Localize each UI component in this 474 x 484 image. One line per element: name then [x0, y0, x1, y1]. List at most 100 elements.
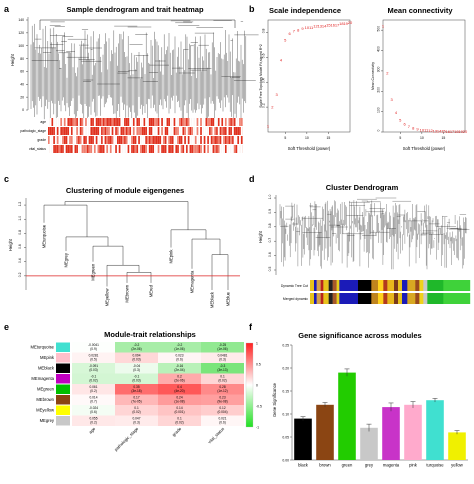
y-tick-label: 0.10	[282, 412, 289, 416]
module-color-segment	[358, 280, 372, 291]
data-point: 10	[305, 25, 310, 30]
panel-a-ytick: 0	[22, 108, 24, 112]
heatmap-cell-pvalue: (0.02)	[132, 410, 140, 414]
data-point: 15	[326, 22, 331, 27]
panel-f: Gene significance across modules Gene Si…	[272, 331, 468, 468]
heatmap-cell-value: -0.1	[134, 375, 140, 379]
color-row-label: Dynamic Tree Cut	[281, 284, 308, 288]
heatmap-cell	[72, 352, 115, 363]
leaf-label: MEred	[149, 284, 154, 297]
heatmap-cell-pvalue: (4e-20)	[174, 389, 184, 393]
heatmap-cell-value: 0.12	[219, 406, 225, 410]
data-point: 15	[441, 129, 446, 134]
panel-label-c: c	[4, 174, 9, 184]
panel-c: Clustering of module eigengenes Height 0…	[8, 186, 240, 308]
heatmap-cell	[158, 363, 201, 374]
heatmap-cell	[158, 384, 201, 395]
color-scale-tick: -1	[256, 426, 259, 430]
trait-label: vital_status	[29, 147, 46, 151]
module-color-segment	[310, 293, 315, 304]
color-scale-tick: -0.5	[256, 405, 262, 409]
module-color-segment	[427, 280, 444, 291]
y-tick-label: 0.9	[268, 209, 272, 214]
panel-label-e: e	[4, 322, 9, 332]
heatmap-col-label: grade	[171, 426, 183, 438]
module-color-segment	[398, 280, 403, 291]
heatmap-row-label: MEmagenta	[31, 376, 54, 381]
module-color-segment	[419, 280, 424, 291]
y-tick-label: 0.5	[268, 267, 272, 272]
data-point: 16	[331, 22, 336, 27]
module-color-segment	[320, 280, 324, 291]
heatmap-cell-pvalue: (0.03)	[132, 379, 140, 383]
heatmap-cell-pvalue: (0.9)	[90, 347, 97, 351]
data-point: 14	[322, 24, 327, 29]
heatmap-cell-value: -0.3	[220, 364, 226, 368]
heatmap-cell-value: -0.2	[134, 343, 140, 347]
panel-a-ytick: 40	[20, 82, 24, 86]
heatmap-cell	[72, 405, 115, 416]
heatmap-row-label: MEgrey	[40, 418, 55, 423]
module-color-segment	[378, 280, 384, 291]
data-point: 13	[433, 128, 438, 133]
heatmap-cell	[158, 352, 201, 363]
data-point: 8	[412, 125, 415, 130]
module-color-segment	[316, 280, 321, 291]
module-color-segment	[371, 280, 379, 291]
panel-b1-ylabel: Scale Free Topology Model Fit,signed R^2	[259, 44, 263, 108]
module-color-segment	[427, 293, 444, 304]
heatmap-col-label: age	[88, 426, 97, 435]
heatmap-cell-value: 0.0281	[89, 354, 99, 358]
heatmap-cell	[72, 373, 115, 384]
panel-a-title: Sample dendrogram and trait heatmap	[66, 5, 204, 14]
data-point: 9	[416, 126, 419, 131]
x-tick-label: 5	[284, 136, 286, 140]
module-color-segment	[316, 293, 321, 304]
data-point: 17	[335, 22, 340, 27]
panel-d: Cluster Dendrogram Height 0.5 0.6 0.7 0.8 0.…	[258, 183, 471, 304]
heatmap-cell	[115, 384, 158, 395]
data-point: 2	[386, 70, 389, 75]
panel-a-ytick: 60	[20, 70, 24, 74]
module-color-swatch	[56, 342, 70, 352]
data-point: 19	[458, 129, 463, 134]
panel-b2-xlabel: Soft Threshold (power)	[403, 146, 446, 151]
bar	[426, 400, 444, 460]
y-tick-label: 0	[377, 129, 381, 131]
heatmap-row-label: MEblack	[38, 366, 55, 371]
leaf-label: MEblue	[226, 291, 231, 306]
heatmap-cell	[72, 415, 115, 426]
data-point: 14	[437, 128, 442, 133]
module-color-segment	[358, 293, 372, 304]
data-point: 16	[446, 129, 451, 134]
module-color-segment	[336, 280, 340, 291]
heatmap-cell	[158, 405, 201, 416]
module-color-segment	[332, 280, 337, 291]
x-tick-label: 10	[420, 136, 424, 140]
module-color-segment	[336, 293, 340, 304]
heatmap-cell-value: -0.091	[89, 364, 98, 368]
heatmap-row-label: MEgreen	[37, 387, 55, 392]
leaf-label: MEbrown	[125, 284, 130, 302]
y-tick-label: 100	[377, 107, 381, 113]
module-color-segment	[419, 293, 424, 304]
color-scale-tick: 0	[256, 384, 258, 388]
y-tick-label: 0.4	[262, 78, 266, 83]
trait-label: age	[40, 120, 46, 124]
module-color-segment	[394, 293, 399, 304]
panel-a-ytick: 100	[18, 44, 24, 48]
heatmap-cell-value: 0.28	[219, 385, 225, 389]
heatmap-cell-pvalue: (3e-13)	[217, 368, 227, 372]
module-color-swatch	[56, 405, 70, 415]
module-color-swatch	[56, 374, 70, 384]
heatmap-cell-pvalue: (1e-06)	[174, 347, 184, 351]
data-point: 3	[276, 92, 279, 97]
heatmap-cell-pvalue: (0.2)	[90, 389, 97, 393]
data-point: 4	[395, 110, 398, 115]
heatmap-cell	[72, 394, 115, 405]
heatmap-cell	[72, 342, 115, 353]
panel-label-b: b	[249, 4, 255, 14]
heatmap-cell-value: 0.023	[176, 354, 184, 358]
data-point: 11	[424, 128, 429, 133]
module-color-segment	[339, 280, 359, 291]
